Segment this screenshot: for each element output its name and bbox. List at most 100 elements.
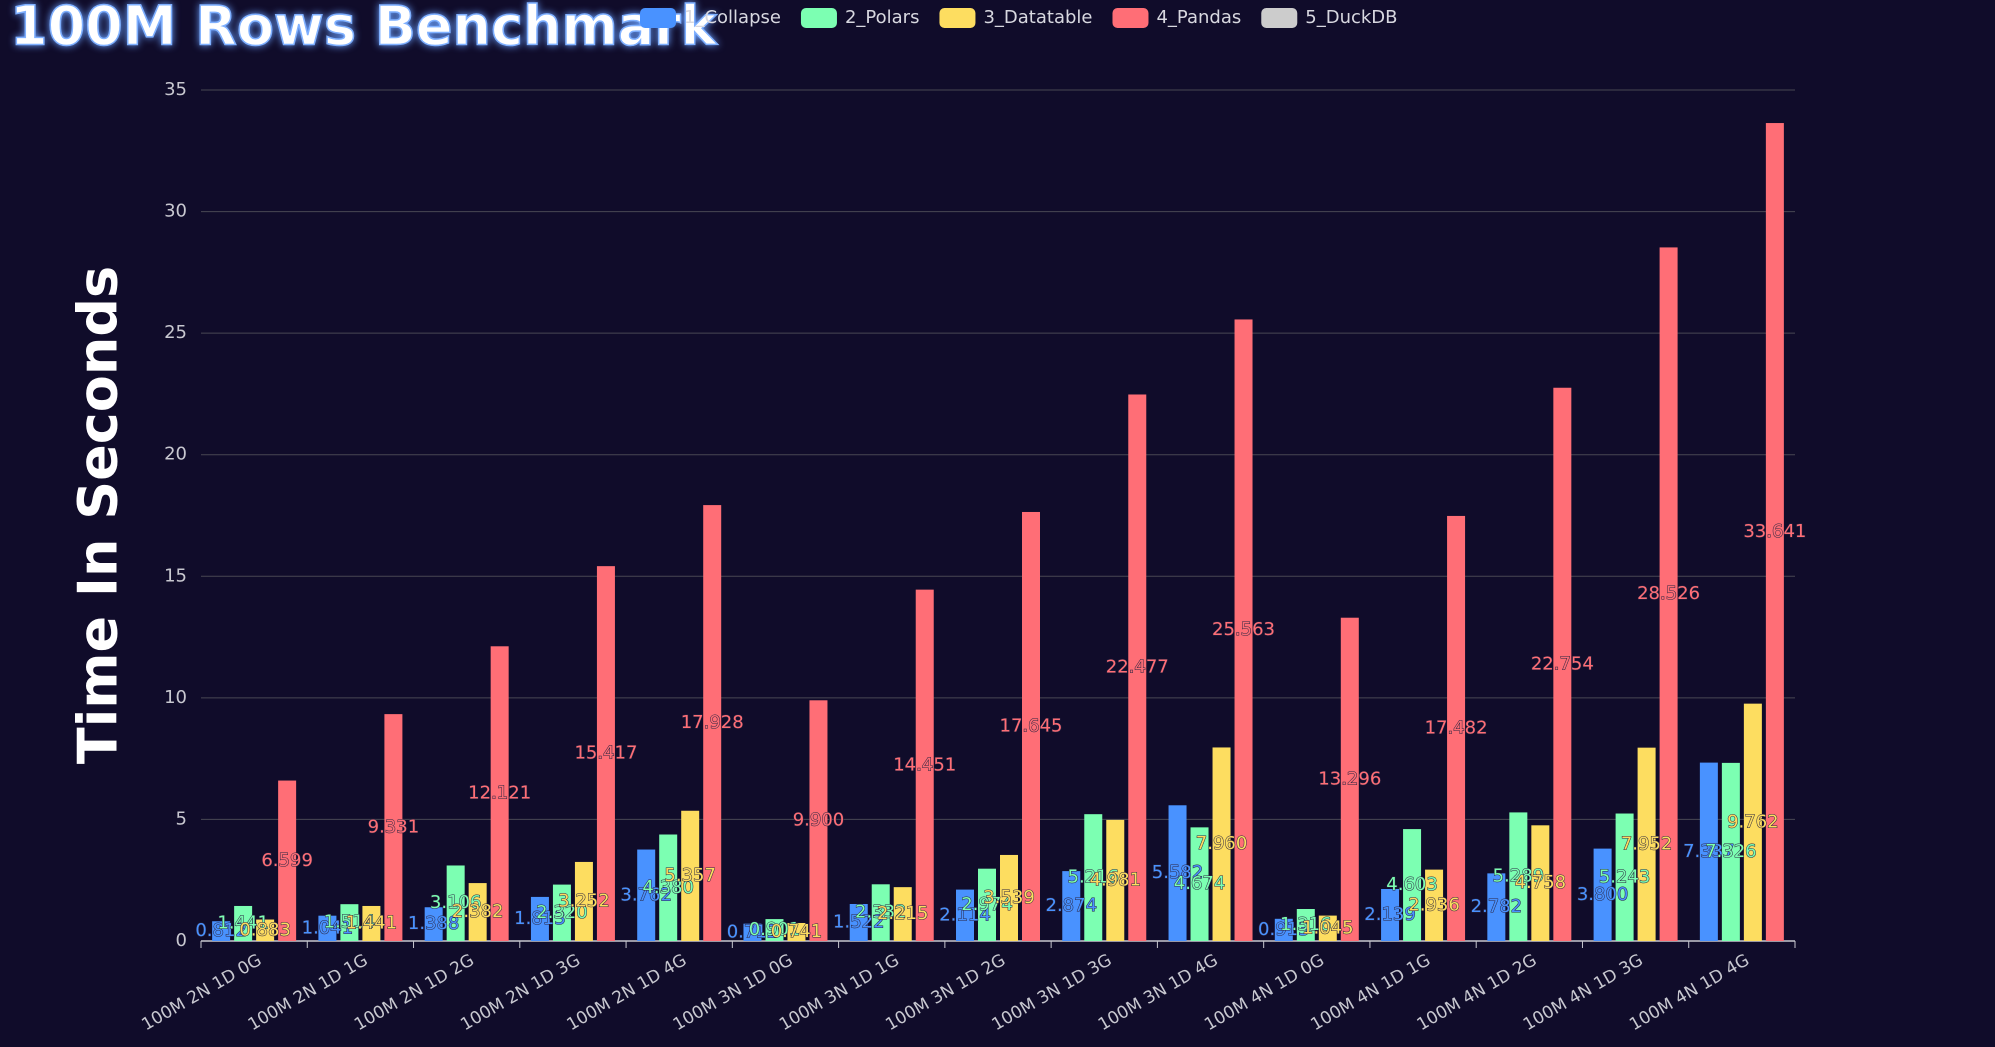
legend-swatch: [800, 8, 837, 28]
bar: [787, 922, 806, 941]
legend-swatch: [1112, 8, 1149, 28]
bar: [340, 904, 359, 941]
data-label: 4.380: [642, 877, 694, 898]
bar: [1022, 511, 1040, 941]
data-label: 1.388: [408, 913, 460, 934]
bar: [212, 921, 231, 941]
data-label: 2.382: [452, 901, 504, 922]
bar: [596, 566, 615, 941]
legend-swatch: [1261, 8, 1298, 28]
bar: [384, 714, 403, 941]
data-label: 2.114: [939, 904, 991, 925]
bar: [809, 700, 828, 941]
data-label: 22.477: [1106, 657, 1169, 678]
bar: [1381, 888, 1400, 941]
data-label: 1.316: [1280, 914, 1332, 935]
bar: [1531, 825, 1550, 941]
data-label: 4.674: [1174, 873, 1226, 894]
legend-swatch: [939, 8, 976, 28]
bar: [256, 919, 275, 941]
data-label: 1.041: [302, 917, 354, 938]
y-tick-label: 15: [164, 565, 187, 586]
data-label: 5.582: [1152, 862, 1204, 883]
data-label: 6.599: [261, 850, 313, 871]
data-label: 0.901: [749, 919, 801, 940]
data-label: 2.974: [961, 894, 1013, 915]
bar: [956, 889, 974, 941]
data-label: 5.357: [664, 865, 716, 886]
data-label: 3.252: [558, 890, 610, 911]
legend-label: 2_Polars: [845, 7, 920, 28]
bar: [1274, 918, 1293, 941]
data-label: 0.913: [1258, 919, 1310, 940]
data-label: 25.563: [1212, 619, 1275, 640]
legend-label: 4_Pandas: [1156, 7, 1241, 28]
bar: [1296, 909, 1315, 941]
bar: [1168, 805, 1187, 941]
bar: [703, 505, 722, 941]
bar: [552, 884, 571, 941]
data-label: 3.800: [1577, 884, 1629, 905]
y-tick-label: 30: [164, 201, 187, 222]
y-tick-label: 25: [164, 322, 187, 343]
legend-label: 1_Collapse: [684, 7, 781, 28]
bar: [978, 868, 996, 941]
bar: [1699, 762, 1718, 941]
data-label: 7.337: [1683, 841, 1735, 862]
bar: [659, 834, 678, 941]
data-label: 2.874: [1046, 895, 1098, 916]
bar: [1637, 747, 1656, 941]
legend-label: 3_Datatable: [983, 7, 1092, 28]
bar: [915, 589, 934, 941]
chart-title: 100M Rows Benchmark: [10, 0, 718, 58]
y-tick-label: 0: [176, 930, 187, 951]
data-label: 7.952: [1621, 833, 1673, 854]
data-label: 5.243: [1599, 866, 1651, 887]
bar: [446, 865, 465, 941]
bar: [574, 861, 593, 941]
data-label: 12.121: [468, 783, 531, 804]
bar: [1447, 515, 1466, 941]
bar: [318, 915, 337, 941]
data-label: 1.522: [833, 911, 885, 932]
data-label: 22.754: [1531, 653, 1594, 674]
data-label: 2.332: [855, 902, 907, 923]
bar: [765, 919, 784, 941]
data-label: 5.216: [1068, 867, 1120, 888]
bar: [1425, 869, 1444, 941]
bar: [637, 849, 656, 941]
bar: [468, 883, 487, 941]
data-label: 0.883: [239, 919, 291, 940]
legend-label: 5_DuckDB: [1305, 7, 1397, 28]
bar: [1509, 812, 1528, 941]
data-label: 2.782: [1471, 896, 1523, 917]
bar: [893, 887, 912, 941]
data-label: 2.215: [877, 903, 929, 924]
bar: [1403, 829, 1422, 941]
bar: [1743, 703, 1762, 941]
data-label: 33.641: [1743, 521, 1806, 542]
data-label: 1.813: [514, 908, 566, 929]
data-label: 1.441: [217, 912, 269, 933]
data-label: 1.045: [1302, 917, 1354, 938]
data-label: 3.762: [620, 884, 672, 905]
bar: [1721, 762, 1740, 941]
data-label: 7.960: [1196, 833, 1248, 854]
y-tick-label: 10: [164, 687, 187, 708]
bar: [278, 780, 297, 941]
bar: [1659, 247, 1678, 941]
y-tick-label: 35: [164, 79, 187, 100]
bar: [1190, 827, 1209, 941]
bar: [1593, 848, 1612, 941]
bar: [1615, 813, 1634, 941]
bar: [530, 896, 549, 941]
data-label: 2.139: [1364, 904, 1416, 925]
bar: [1212, 747, 1231, 941]
data-label: 0.812: [195, 920, 247, 941]
data-label: 28.526: [1637, 583, 1700, 604]
data-label: 3.539: [983, 887, 1035, 908]
data-label: 3.106: [430, 892, 482, 913]
bar: [1128, 394, 1147, 941]
